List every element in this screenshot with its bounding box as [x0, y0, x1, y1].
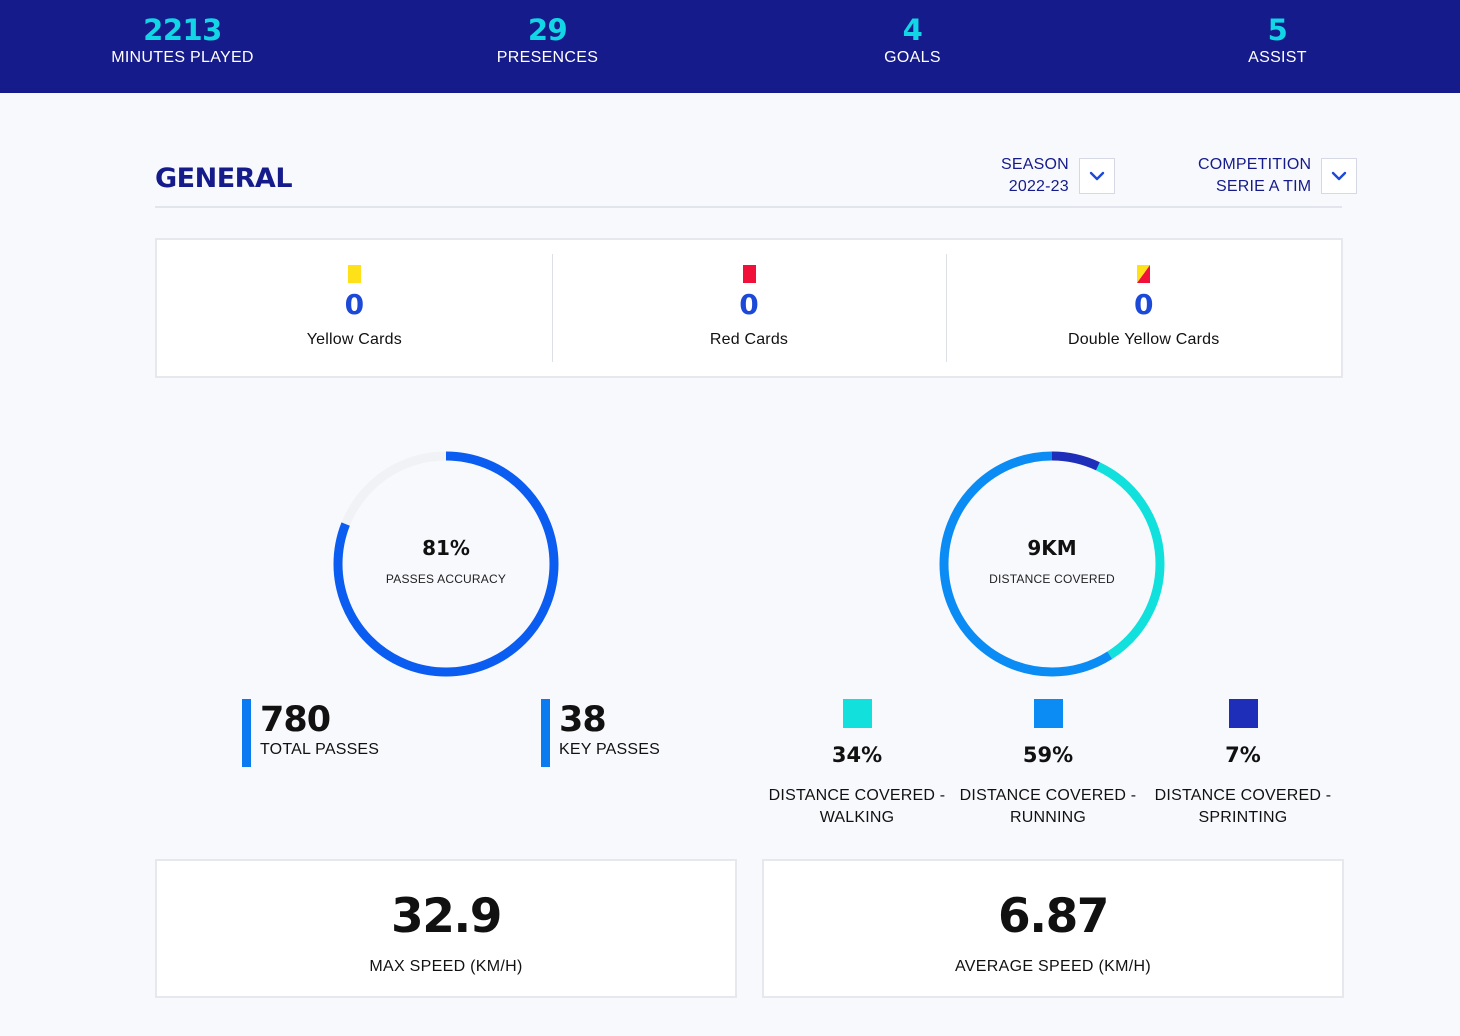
- yellow-cards-label: Yellow Cards: [307, 331, 402, 349]
- competition-filter-texts: COMPETITION SERIE A TIM: [1198, 154, 1311, 198]
- distance-covered-donut: 9KM DISTANCE COVERED: [932, 444, 1172, 684]
- stat-label: MINUTES PLAYED: [111, 49, 254, 67]
- red-card-icon: [743, 265, 756, 283]
- yellow-cards-stat: 0 Yellow Cards: [157, 240, 552, 376]
- average-speed-box: 6.87 AVERAGE SPEED (KM/H): [762, 859, 1344, 998]
- max-speed-value: 32.9: [391, 890, 501, 944]
- double-yellow-card-icon: [1137, 265, 1150, 283]
- running-label-line2: RUNNING: [1010, 809, 1086, 826]
- distance-sprinting-stat: 7% DISTANCE COVERED - SPRINTING: [1153, 699, 1333, 829]
- stat-value: 2213: [143, 14, 222, 46]
- season-dropdown-button[interactable]: [1079, 158, 1115, 194]
- max-speed-box: 32.9 MAX SPEED (KM/H): [155, 859, 737, 998]
- season-filter[interactable]: SEASON 2022-23: [1001, 154, 1115, 198]
- stat-label: GOALS: [884, 49, 941, 67]
- running-legend-swatch: [1034, 699, 1063, 728]
- season-value: 2022-23: [1009, 176, 1069, 198]
- competition-filter[interactable]: COMPETITION SERIE A TIM: [1198, 154, 1357, 198]
- competition-dropdown-button[interactable]: [1321, 158, 1357, 194]
- cards-summary: 0 Yellow Cards 0 Red Cards 0 Double Yell…: [155, 238, 1343, 378]
- red-cards-value: 0: [739, 289, 758, 321]
- distance-covered-center: 9KM DISTANCE COVERED: [932, 444, 1172, 684]
- total-passes-stat: 780 TOTAL PASSES: [242, 699, 379, 767]
- key-passes-label: KEY PASSES: [559, 741, 660, 759]
- stat-value: 29: [528, 14, 567, 46]
- key-passes-value: 38: [559, 699, 660, 741]
- sprinting-label-line2: SPRINTING: [1199, 809, 1288, 826]
- walking-label: DISTANCE COVERED - WALKING: [769, 785, 946, 829]
- chevron-down-icon: [1331, 171, 1347, 181]
- double-yellow-cards-value: 0: [1134, 289, 1153, 321]
- sprinting-label-line1: DISTANCE COVERED -: [1155, 787, 1332, 804]
- total-passes-label: TOTAL PASSES: [260, 741, 379, 759]
- chevron-down-icon: [1089, 171, 1105, 181]
- stat-value: 4: [903, 14, 923, 46]
- sprinting-label: DISTANCE COVERED - SPRINTING: [1155, 785, 1332, 829]
- total-passes-value: 780: [260, 699, 379, 741]
- passes-accuracy-value: 81%: [422, 536, 470, 560]
- stat-presences: 29 PRESENCES: [365, 0, 730, 93]
- passes-accuracy-center: 81% PASSES ACCURACY: [326, 444, 566, 684]
- red-cards-stat: 0 Red Cards: [552, 240, 947, 376]
- red-cards-label: Red Cards: [710, 331, 788, 349]
- double-yellow-cards-label: Double Yellow Cards: [1068, 331, 1219, 349]
- season-label: SEASON: [1001, 154, 1069, 176]
- max-speed-label: MAX SPEED (KM/H): [369, 958, 522, 976]
- sprinting-percent: 7%: [1225, 743, 1261, 767]
- walking-label-line1: DISTANCE COVERED -: [769, 787, 946, 804]
- top-stats-bar: 2213 MINUTES PLAYED 29 PRESENCES 4 GOALS…: [0, 0, 1460, 93]
- section-divider: [155, 206, 1342, 208]
- average-speed-value: 6.87: [998, 890, 1108, 944]
- distance-running-stat: 59% DISTANCE COVERED - RUNNING: [958, 699, 1138, 829]
- competition-value: SERIE A TIM: [1216, 176, 1311, 198]
- passes-accuracy-label: PASSES ACCURACY: [386, 572, 506, 586]
- key-passes-stat: 38 KEY PASSES: [541, 699, 660, 767]
- stat-value: 5: [1268, 14, 1288, 46]
- distance-covered-value: 9KM: [1027, 536, 1076, 560]
- stat-label: PRESENCES: [497, 49, 598, 67]
- distance-walking-stat: 34% DISTANCE COVERED - WALKING: [767, 699, 947, 829]
- running-label: DISTANCE COVERED - RUNNING: [960, 785, 1137, 829]
- running-percent: 59%: [1023, 743, 1073, 767]
- stat-label: ASSIST: [1248, 49, 1307, 67]
- competition-label: COMPETITION: [1198, 154, 1311, 176]
- walking-percent: 34%: [832, 743, 882, 767]
- double-yellow-cards-stat: 0 Double Yellow Cards: [946, 240, 1341, 376]
- passes-accuracy-donut: 81% PASSES ACCURACY: [326, 444, 566, 684]
- running-label-line1: DISTANCE COVERED -: [960, 787, 1137, 804]
- stat-minutes-played: 2213 MINUTES PLAYED: [0, 0, 365, 93]
- yellow-cards-value: 0: [345, 289, 364, 321]
- distance-covered-label: DISTANCE COVERED: [989, 572, 1115, 586]
- stat-goals: 4 GOALS: [730, 0, 1095, 93]
- yellow-card-icon: [348, 265, 361, 283]
- section-title: GENERAL: [155, 163, 292, 194]
- walking-label-line2: WALKING: [820, 809, 895, 826]
- season-filter-texts: SEASON 2022-23: [1001, 154, 1069, 198]
- sprinting-legend-swatch: [1229, 699, 1258, 728]
- average-speed-label: AVERAGE SPEED (KM/H): [955, 958, 1151, 976]
- walking-legend-swatch: [843, 699, 872, 728]
- stat-assist: 5 ASSIST: [1095, 0, 1460, 93]
